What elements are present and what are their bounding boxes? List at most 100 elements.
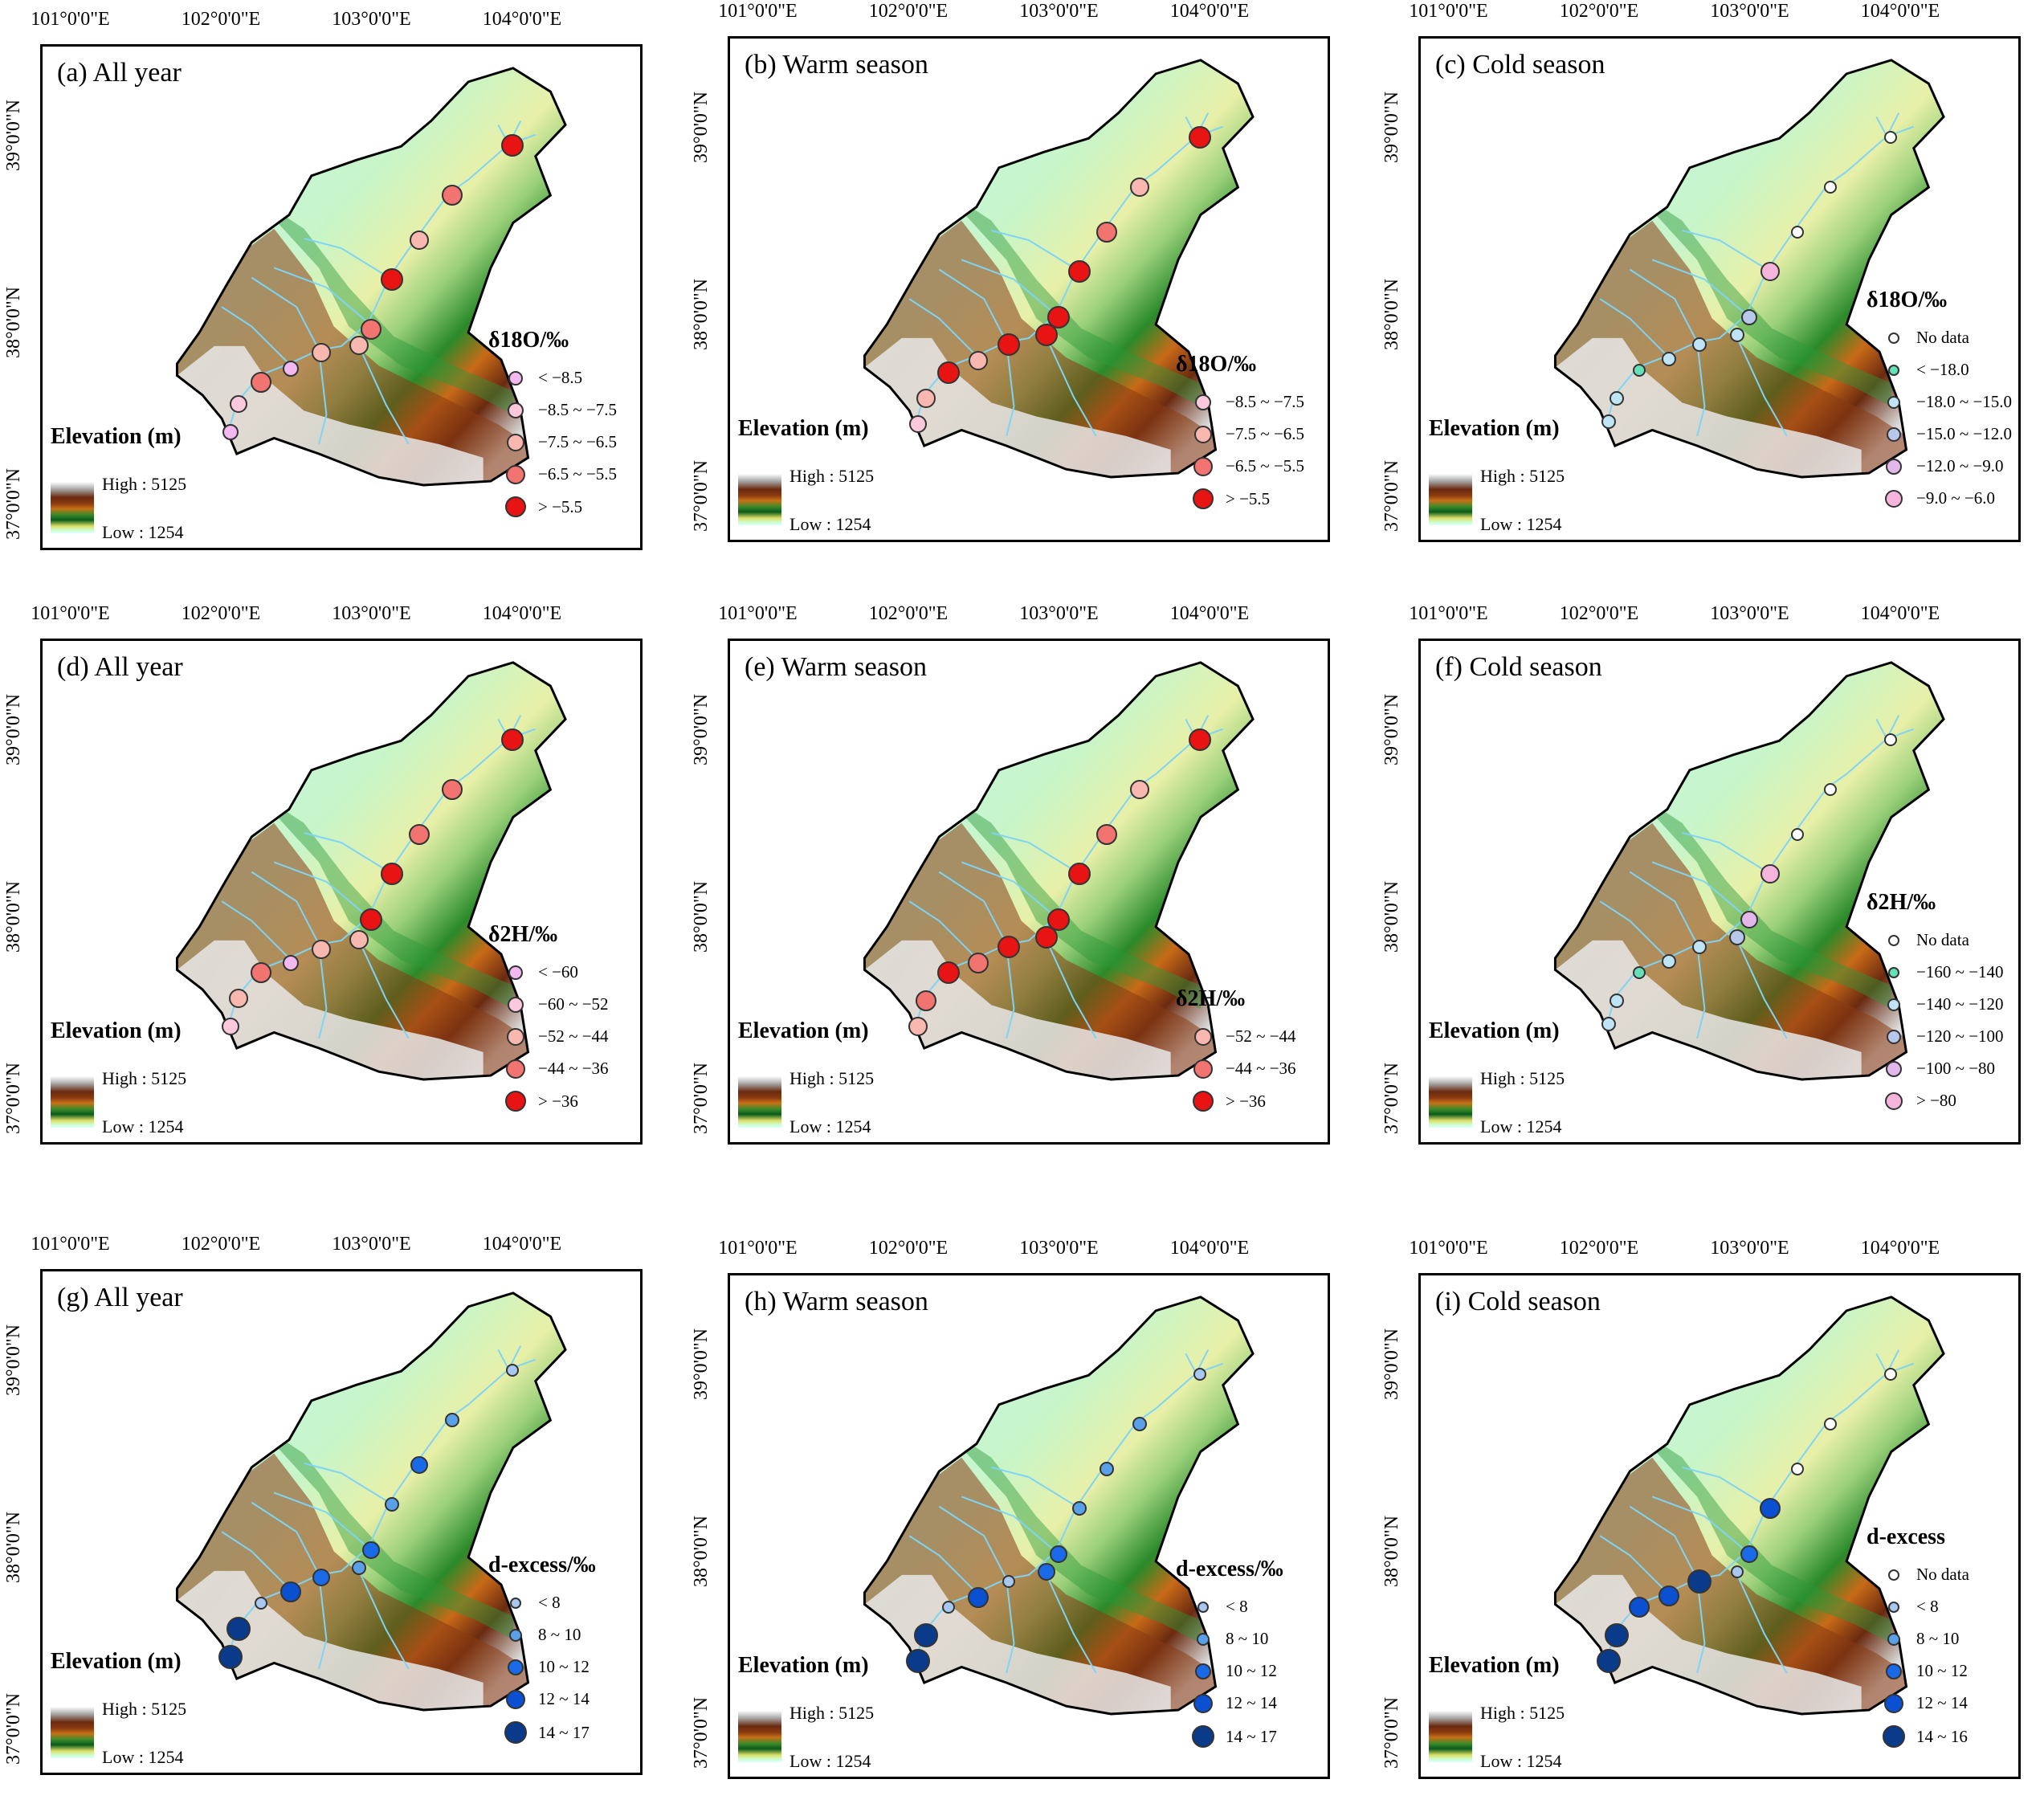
- legend-item: < −60: [504, 962, 578, 982]
- latitude-label: 38°0'0"N: [691, 880, 712, 953]
- legend-item: 12 ~ 14: [1883, 1693, 1968, 1713]
- sampling-site-marker: [1824, 782, 1837, 796]
- longitude-label: 101°0'0"E: [718, 1, 798, 22]
- legend-item: > −5.5: [1192, 488, 1270, 509]
- legend-item: 10 ~ 12: [1883, 1661, 1968, 1681]
- longitude-label: 103°0'0"E: [1019, 1, 1099, 22]
- legend-label: No data: [1916, 1565, 1969, 1584]
- sampling-site-marker: [1729, 328, 1744, 343]
- map-frame: (g) All year Elevation (m) High : 5125 Low …: [40, 1269, 643, 1775]
- legend-item: −160 ~ −140: [1883, 962, 2004, 982]
- panel-title: (a) All year: [57, 58, 182, 88]
- latitude-label: 38°0'0"N: [691, 278, 712, 350]
- longitude-label: 102°0'0"E: [868, 1238, 949, 1259]
- sampling-site-marker: [506, 1364, 519, 1377]
- sampling-site-marker: [381, 268, 403, 292]
- longitude-label: 102°0'0"E: [1559, 1238, 1639, 1259]
- legend-symbol: [505, 1091, 526, 1112]
- river-line: [304, 1462, 390, 1504]
- elevation-high-label: High : 5125: [1480, 1703, 1565, 1723]
- forest-band: [229, 199, 513, 415]
- latitude-label: 39°0'0"N: [691, 693, 712, 765]
- legend-title: δ18O/‰: [488, 328, 569, 353]
- legend-item: −6.5 ~ −5.5: [504, 464, 617, 484]
- panel-title: (g) All year: [57, 1283, 183, 1312]
- legend-item: −140 ~ −120: [1883, 994, 2004, 1014]
- river-line: [961, 259, 1057, 316]
- sampling-site-marker: [1790, 1463, 1804, 1476]
- elevation-color-ramp: [738, 1711, 781, 1762]
- legend-symbol: [1888, 1569, 1899, 1581]
- legend-symbol: [506, 1689, 525, 1709]
- river-line: [251, 1501, 320, 1576]
- basin-outline: [863, 661, 1255, 1081]
- legend-item: > −36: [504, 1091, 578, 1112]
- legend-item: > −36: [1192, 1091, 1266, 1112]
- legend-symbol: [1885, 489, 1903, 508]
- legend-item: −52 ~ −44: [504, 1026, 609, 1047]
- legend-item: 8 ~ 10: [1883, 1629, 1959, 1649]
- map-frame: (e) Warm season Elevation (m) High : 5125 L…: [728, 639, 1330, 1145]
- map-panel: 101°0'0"E 102°0'0"E 103°0'0"E 104°0'0"E 37°0…: [691, 603, 1330, 1145]
- elevation-low-label: Low : 1254: [1480, 514, 1562, 534]
- sampling-site-marker: [1193, 1368, 1206, 1381]
- river-line: [1696, 944, 1706, 1039]
- elevation-low-label: Low : 1254: [1480, 1751, 1562, 1771]
- sampling-site-marker: [1628, 1597, 1650, 1618]
- map-frame: (b) Warm season Elevation (m) High : 5125 L…: [728, 36, 1330, 542]
- latitude-label: 37°0'0"N: [1381, 1063, 1402, 1135]
- elevation-high-label: High : 5125: [1480, 466, 1565, 486]
- legend-label: < −60: [538, 962, 578, 981]
- sampling-site-marker: [1034, 324, 1058, 347]
- legend-symbol: [508, 402, 524, 418]
- sampling-site-marker: [908, 1016, 928, 1036]
- river-line: [273, 267, 369, 324]
- elevation-low-label: Low : 1254: [102, 1116, 184, 1137]
- basin-outline: [1553, 59, 1945, 479]
- legend-label: −160 ~ −140: [1916, 962, 2004, 981]
- latitude-label: 39°0'0"N: [1381, 693, 1402, 765]
- basin-map: [1553, 661, 1945, 1081]
- legend-symbol: [508, 965, 523, 980]
- map-panel: 101°0'0"E 102°0'0"E 103°0'0"E 104°0'0"E 37°0…: [3, 603, 643, 1145]
- latitude-label: 37°0'0"N: [3, 468, 24, 541]
- map-panel: 101°0'0"E 102°0'0"E 103°0'0"E 104°0'0"E 37°0…: [1381, 1238, 2021, 1779]
- legend-item: No data: [1883, 1565, 1969, 1585]
- longitude-label: 104°0'0"E: [482, 9, 562, 30]
- sampling-site-marker: [1037, 1563, 1055, 1581]
- sampling-site-marker: [283, 955, 300, 972]
- basin-map: [863, 59, 1255, 479]
- map-panel: 101°0'0"E 102°0'0"E 103°0'0"E 104°0'0"E 37°0…: [3, 9, 643, 550]
- legend-symbol: [1888, 1601, 1899, 1613]
- sampling-site-marker: [409, 231, 429, 251]
- basin-outline: [175, 67, 567, 487]
- panel-title: (c) Cold season: [1435, 50, 1605, 80]
- legend-title: δ2H/‰: [1867, 890, 1936, 915]
- panel-title: (d) All year: [57, 652, 183, 682]
- river-line: [1042, 1569, 1097, 1674]
- legend-item: < −8.5: [504, 368, 582, 388]
- panel-title: (h) Warm season: [745, 1287, 928, 1316]
- elevation-low-label: Low : 1254: [789, 1116, 871, 1137]
- sampling-site-marker: [222, 423, 239, 440]
- legend-label: −140 ~ −120: [1916, 994, 2004, 1014]
- legend-item: −8.5 ~ −7.5: [1192, 392, 1304, 412]
- elevation-legend-title: Elevation (m): [1429, 416, 1560, 441]
- sampling-site-marker: [218, 1644, 243, 1669]
- map-panel: 101°0'0"E 102°0'0"E 103°0'0"E 104°0'0"E 37°0…: [691, 1238, 1330, 1779]
- elevation-low-label: Low : 1254: [102, 1747, 184, 1767]
- forest-band: [1607, 191, 1891, 407]
- latitude-label: 38°0'0"N: [3, 286, 24, 358]
- longitude-label: 102°0'0"E: [1559, 1, 1639, 22]
- sampling-site-marker: [1740, 910, 1758, 928]
- longitude-label: 103°0'0"E: [1710, 1238, 1789, 1259]
- legend-item: < 8: [504, 1593, 561, 1613]
- river-line: [1599, 900, 1668, 959]
- legend-title: δ2H/‰: [1176, 986, 1246, 1011]
- panel-title: (e) Warm season: [745, 652, 927, 682]
- latitude-label: 39°0'0"N: [3, 693, 24, 765]
- river-line: [1629, 268, 1699, 343]
- sampling-site-marker: [1095, 824, 1117, 846]
- legend-label: −44 ~ −36: [1226, 1059, 1296, 1078]
- legend-item: No data: [1883, 930, 1969, 950]
